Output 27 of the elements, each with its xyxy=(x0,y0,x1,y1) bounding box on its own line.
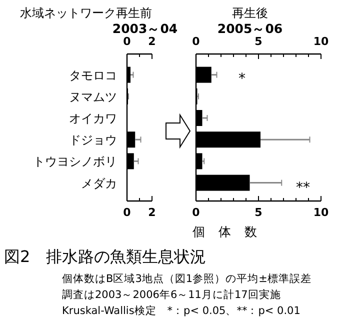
chart-subtitle: 2003～04 xyxy=(112,21,178,36)
y-tick-label: タモロコ xyxy=(69,68,117,82)
chart-subtitle: 2005～06 xyxy=(217,21,283,36)
text: 調査は2003～2006年6～11月に計17回実施 xyxy=(62,288,281,301)
caption: 図2 排水路の魚類生息状況 xyxy=(4,247,206,266)
chart-title: 再生後 xyxy=(232,6,268,20)
x2-tick-label: 0 xyxy=(192,35,200,48)
x2-tick-label: 0 xyxy=(123,35,132,48)
x2-tick-label: 10 xyxy=(313,35,329,48)
x2-tick-label: 2 xyxy=(148,35,156,48)
x-tick-label: 5 xyxy=(254,206,262,219)
text: 個体数はB区域3地点（図1参照）の平均±標準誤差 xyxy=(62,272,312,285)
y-tick-label: ドジョウ xyxy=(69,133,117,148)
y-tick-label: メダカ xyxy=(81,176,117,190)
x-tick-label: 0 xyxy=(123,206,132,219)
y-tick-label: トウヨシノボリ xyxy=(33,154,117,169)
y-tick-label: ヌマムツ xyxy=(69,90,117,104)
x-tick-label: 10 xyxy=(313,206,329,219)
annotation: * xyxy=(238,71,246,87)
text: Kruskal-Wallis検定 *：p< 0.05、**：p< 0.01 xyxy=(62,304,300,317)
x-axis-title: 個 体 数 xyxy=(192,224,258,239)
chart-title: 水域ネットワーク再生前 xyxy=(20,6,152,20)
annotation: ** xyxy=(296,180,310,196)
x2-tick-label: 5 xyxy=(254,35,262,48)
x-tick-label: 0 xyxy=(192,206,200,219)
x-tick-label: 2 xyxy=(148,206,156,219)
y-tick-label: オイカワ xyxy=(69,112,117,126)
